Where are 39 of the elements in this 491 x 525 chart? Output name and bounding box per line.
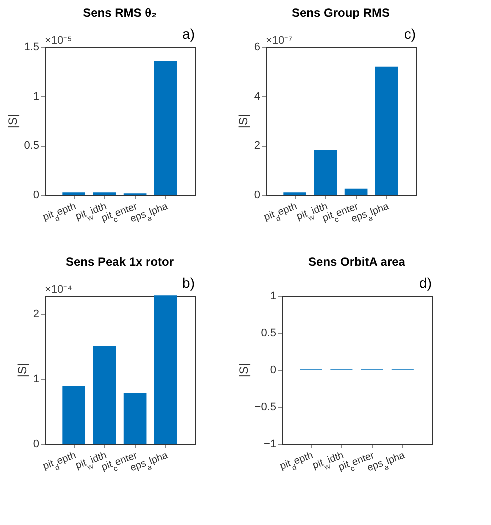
- bar: [154, 296, 178, 444]
- bar: [376, 66, 398, 196]
- text: a): [182, 26, 195, 42]
- y-tick-label: −1: [264, 438, 276, 450]
- y-tick-label: 0.5: [261, 328, 276, 340]
- y-tick-label: 1: [33, 90, 40, 103]
- chart-title: Sens RMS θ₂: [83, 6, 157, 20]
- y-tick-label: 0.5: [24, 140, 40, 152]
- y-tick-label: 1: [270, 290, 276, 302]
- text: d): [420, 275, 432, 291]
- bar: [124, 392, 147, 444]
- y-tick-label: 0: [33, 190, 40, 202]
- text: c): [404, 26, 416, 42]
- bar: [93, 346, 116, 444]
- y-tick-label: 6: [254, 42, 260, 54]
- text: ×10⁻⁴: [45, 284, 73, 296]
- text: ×10⁻⁷: [266, 35, 293, 47]
- chart-title: Sens Peak 1x rotor: [66, 255, 174, 269]
- bar: [62, 386, 86, 444]
- y-tick-label: 2: [33, 308, 40, 321]
- y-axis-title: |S|: [236, 363, 251, 378]
- y-tick-label: 4: [254, 90, 260, 103]
- bar: [344, 188, 368, 196]
- text: ×10⁻⁵: [45, 35, 72, 47]
- y-tick-label: 2: [254, 140, 260, 152]
- y-tick-label: 0: [33, 438, 40, 450]
- y-axis-title: |S|: [6, 114, 20, 129]
- y-tick-label: 0: [254, 190, 260, 202]
- chart-title: Sens Group RMS: [292, 6, 390, 20]
- chart-title: Sens OrbitA area: [308, 255, 406, 269]
- bar: [154, 61, 178, 196]
- y-axis-title: |S|: [15, 363, 30, 378]
- y-tick-label: 0: [270, 364, 276, 376]
- y-tick-label: 1.5: [24, 42, 40, 54]
- text: b): [182, 275, 195, 291]
- y-axis-title: |S|: [236, 114, 250, 129]
- y-tick-label: −0.5: [254, 402, 276, 414]
- bar: [314, 150, 338, 196]
- y-tick-label: 1: [33, 374, 40, 386]
